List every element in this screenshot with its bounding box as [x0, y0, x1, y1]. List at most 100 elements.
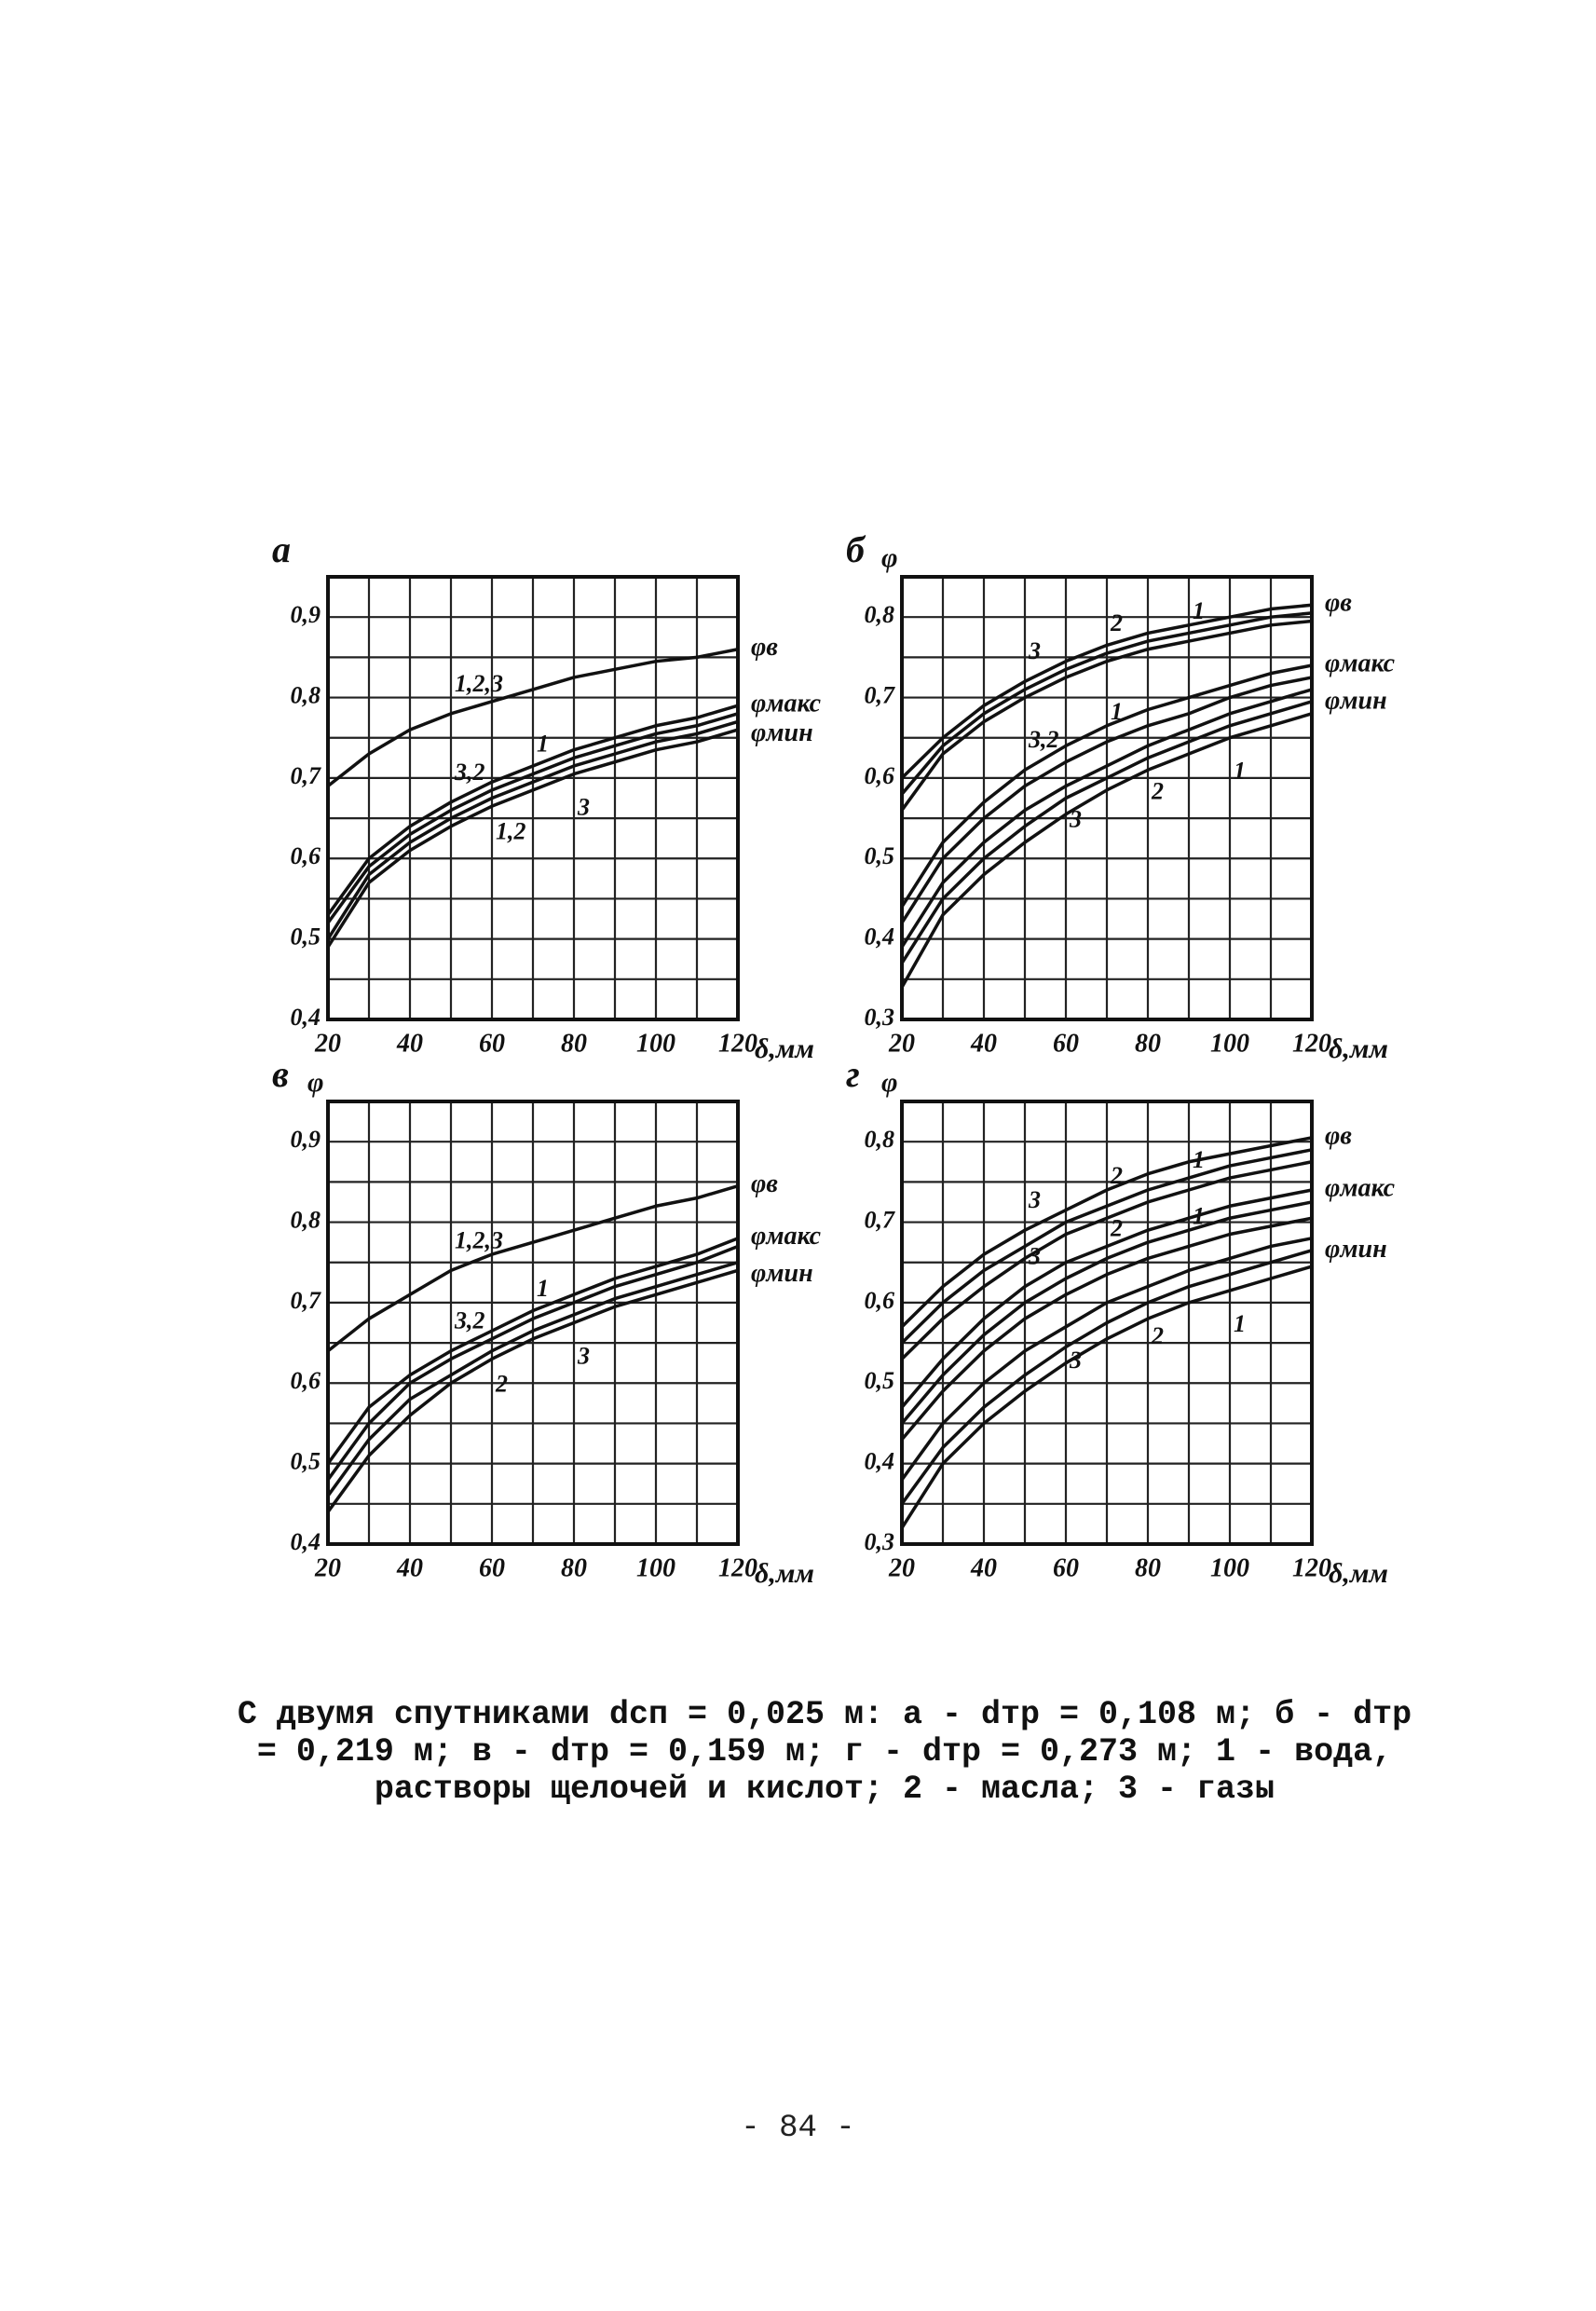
x-axis-label: δ,мм — [755, 1558, 814, 1589]
curve-label: 3 — [1028, 637, 1041, 664]
curve-label: 3 — [1028, 1243, 1041, 1270]
y-tick-label: 0,7 — [291, 1287, 322, 1314]
group-label: φмин — [751, 718, 813, 747]
curve-label: 1 — [1111, 698, 1123, 725]
x-tick-label: 60 — [1053, 1029, 1079, 1058]
x-tick-label: 20 — [888, 1553, 915, 1582]
x-tick-label: 120 — [1292, 1553, 1331, 1582]
y-tick-label: 0,9 — [291, 1126, 321, 1153]
y-tick-label: 0,8 — [291, 682, 321, 709]
curve-label: 2 — [495, 1371, 508, 1398]
group-label: φмакс — [751, 690, 822, 718]
y-tick-label: 0,4 — [865, 1448, 895, 1475]
y-tick-label: 0,3 — [865, 1528, 895, 1555]
y-tick-label: 0,5 — [291, 923, 321, 950]
group-label: φмакс — [1325, 649, 1396, 677]
x-tick-label: 60 — [479, 1553, 505, 1582]
plot-frame — [900, 1100, 1314, 1546]
y-tick-label: 0,5 — [865, 1367, 895, 1394]
curve — [326, 728, 739, 949]
curve-label: 3,2 — [1028, 726, 1059, 753]
curve-label: 3 — [1069, 1347, 1082, 1374]
x-tick-label: 120 — [718, 1029, 757, 1058]
y-tick-label: 0,8 — [865, 1126, 895, 1153]
y-tick-label: 0,8 — [291, 1207, 321, 1234]
curve — [900, 663, 1313, 909]
x-tick-label: 80 — [1135, 1029, 1161, 1058]
x-tick-label: 20 — [314, 1553, 341, 1582]
curve-label: 3,2 — [454, 759, 485, 786]
curve — [326, 712, 739, 924]
curve — [900, 1237, 1313, 1481]
y-tick-label: 0,7 — [865, 1207, 896, 1234]
curve — [326, 1268, 739, 1513]
group-label: φв — [751, 633, 778, 662]
curve — [900, 1188, 1313, 1409]
curve-label: 1 — [1193, 1146, 1205, 1173]
x-tick-label: 60 — [1053, 1553, 1079, 1582]
y-tick-label: 0,3 — [865, 1004, 895, 1031]
y-axis-label: φ — [881, 1067, 898, 1098]
chart-title: в — [272, 1053, 289, 1095]
curve — [900, 1136, 1313, 1329]
curve-label: 2 — [1110, 1162, 1123, 1189]
curve-label: 1 — [1193, 597, 1205, 624]
curve — [900, 712, 1313, 989]
curve-label: 3 — [577, 794, 590, 821]
x-tick-label: 40 — [396, 1029, 423, 1058]
x-tick-label: 100 — [1210, 1029, 1249, 1058]
plot-frame — [326, 1100, 740, 1546]
x-tick-label: 100 — [636, 1029, 675, 1058]
curve-label: 1 — [1234, 758, 1246, 785]
chart-title: г — [846, 1053, 860, 1095]
group-label: φмин — [1325, 1235, 1387, 1264]
curve-label: 1,2 — [496, 817, 526, 844]
curve — [900, 611, 1313, 796]
y-axis-label: φ — [881, 542, 898, 573]
curve — [900, 603, 1313, 780]
group-label: φв — [1325, 589, 1352, 618]
y-tick-label: 0,5 — [291, 1448, 321, 1475]
x-axis-label: δ,мм — [1329, 1033, 1388, 1064]
y-tick-label: 0,6 — [291, 1367, 321, 1394]
x-tick-label: 40 — [970, 1553, 997, 1582]
y-tick-label: 0,5 — [865, 842, 895, 869]
y-tick-label: 0,4 — [291, 1528, 321, 1555]
y-tick-label: 0,4 — [865, 923, 895, 950]
curve — [326, 1184, 739, 1353]
x-tick-label: 20 — [888, 1029, 915, 1058]
group-label: φмакс — [751, 1222, 822, 1251]
x-tick-label: 100 — [1210, 1553, 1249, 1582]
y-tick-label: 0,8 — [865, 601, 895, 628]
curve-label: 1 — [1234, 1310, 1246, 1337]
curve — [900, 700, 1313, 964]
curve — [326, 704, 739, 916]
x-tick-label: 40 — [970, 1029, 997, 1058]
y-tick-label: 0,6 — [291, 842, 321, 869]
curve — [326, 1261, 739, 1497]
curve-label: 1,2,3 — [455, 670, 503, 697]
x-tick-label: 120 — [1292, 1029, 1331, 1058]
curve-label: 1 — [1193, 1202, 1205, 1229]
curve-label: 1 — [537, 731, 549, 758]
curve — [900, 619, 1313, 812]
curve-label: 2 — [1151, 777, 1164, 804]
curve — [326, 1237, 739, 1465]
group-label: φмин — [751, 1259, 813, 1288]
y-tick-label: 0,7 — [291, 762, 322, 789]
curve — [900, 1216, 1313, 1441]
curve-label: 1,2,3 — [455, 1226, 503, 1253]
plot-frame — [900, 575, 1314, 1021]
group-label: φв — [751, 1169, 778, 1198]
curve — [900, 1200, 1313, 1425]
group-label: φмин — [1325, 686, 1387, 715]
curve-label: 3,2 — [454, 1307, 485, 1334]
page-number: - 84 - — [741, 2111, 855, 2146]
group-label: φмакс — [1325, 1173, 1396, 1202]
x-tick-label: 120 — [718, 1553, 757, 1582]
x-tick-label: 80 — [561, 1553, 587, 1582]
x-axis-label: δ,мм — [755, 1033, 814, 1064]
curve — [326, 719, 739, 940]
